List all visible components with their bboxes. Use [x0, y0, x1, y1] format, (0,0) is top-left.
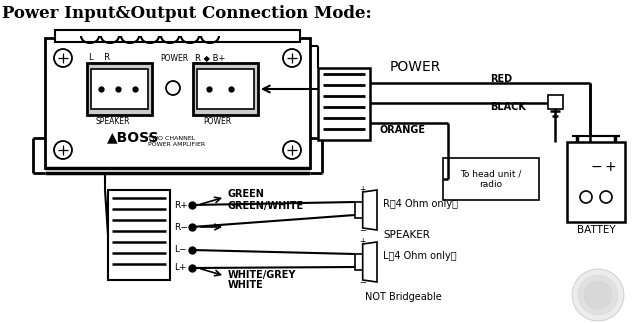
Text: BLACK: BLACK — [490, 102, 526, 112]
Text: L    R: L R — [89, 53, 110, 62]
Text: SPEAKER: SPEAKER — [383, 230, 430, 240]
Text: GREEN/WHITE: GREEN/WHITE — [228, 201, 304, 211]
Text: WHITE: WHITE — [228, 280, 264, 290]
Text: −: − — [359, 278, 366, 287]
Text: SPEAKER: SPEAKER — [95, 117, 129, 126]
Text: +: + — [360, 237, 366, 246]
Bar — [318, 68, 370, 140]
Text: GREEN: GREEN — [228, 189, 265, 199]
Text: −: − — [359, 226, 366, 235]
Polygon shape — [363, 242, 377, 282]
Text: NOT Bridgeable: NOT Bridgeable — [365, 292, 442, 302]
Text: WHITE/GREY: WHITE/GREY — [228, 270, 296, 280]
Text: Power Input&Output Connection Mode:: Power Input&Output Connection Mode: — [2, 5, 372, 23]
Text: ORANGE: ORANGE — [380, 125, 426, 135]
Text: L（4 Ohm only）: L（4 Ohm only） — [383, 251, 456, 261]
Text: RED: RED — [490, 74, 512, 84]
Bar — [193, 63, 258, 115]
Bar — [87, 63, 152, 115]
Bar — [197, 69, 254, 109]
Polygon shape — [363, 190, 377, 230]
Bar — [355, 202, 363, 218]
Bar — [548, 95, 563, 109]
Circle shape — [584, 281, 612, 309]
Text: +: + — [360, 185, 366, 194]
Circle shape — [572, 269, 624, 321]
Text: R+: R+ — [174, 201, 188, 210]
Text: ▲BOSS: ▲BOSS — [107, 130, 159, 144]
Text: +: + — [604, 160, 616, 174]
Bar — [45, 38, 310, 168]
Text: R ◆ B+: R ◆ B+ — [195, 53, 225, 62]
Text: POWER: POWER — [203, 117, 231, 126]
Bar — [567, 142, 625, 222]
Bar — [91, 69, 148, 109]
Bar — [443, 158, 539, 200]
Text: POWER: POWER — [160, 54, 188, 63]
Text: L+: L+ — [174, 264, 186, 273]
Text: To head unit /
radio: To head unit / radio — [460, 169, 522, 189]
Text: −: − — [590, 160, 602, 174]
Circle shape — [578, 275, 618, 315]
Text: L−: L− — [174, 245, 186, 255]
Text: BATTEY: BATTEY — [577, 225, 615, 235]
Text: TWO CHANNEL
POWER AMPLIFIER: TWO CHANNEL POWER AMPLIFIER — [148, 136, 205, 147]
Bar — [55, 30, 300, 42]
Bar — [355, 254, 363, 270]
Text: R−: R− — [174, 223, 188, 232]
Bar — [108, 190, 170, 280]
Text: R（4 Ohm only）: R（4 Ohm only） — [383, 199, 458, 209]
Text: POWER: POWER — [390, 60, 442, 74]
